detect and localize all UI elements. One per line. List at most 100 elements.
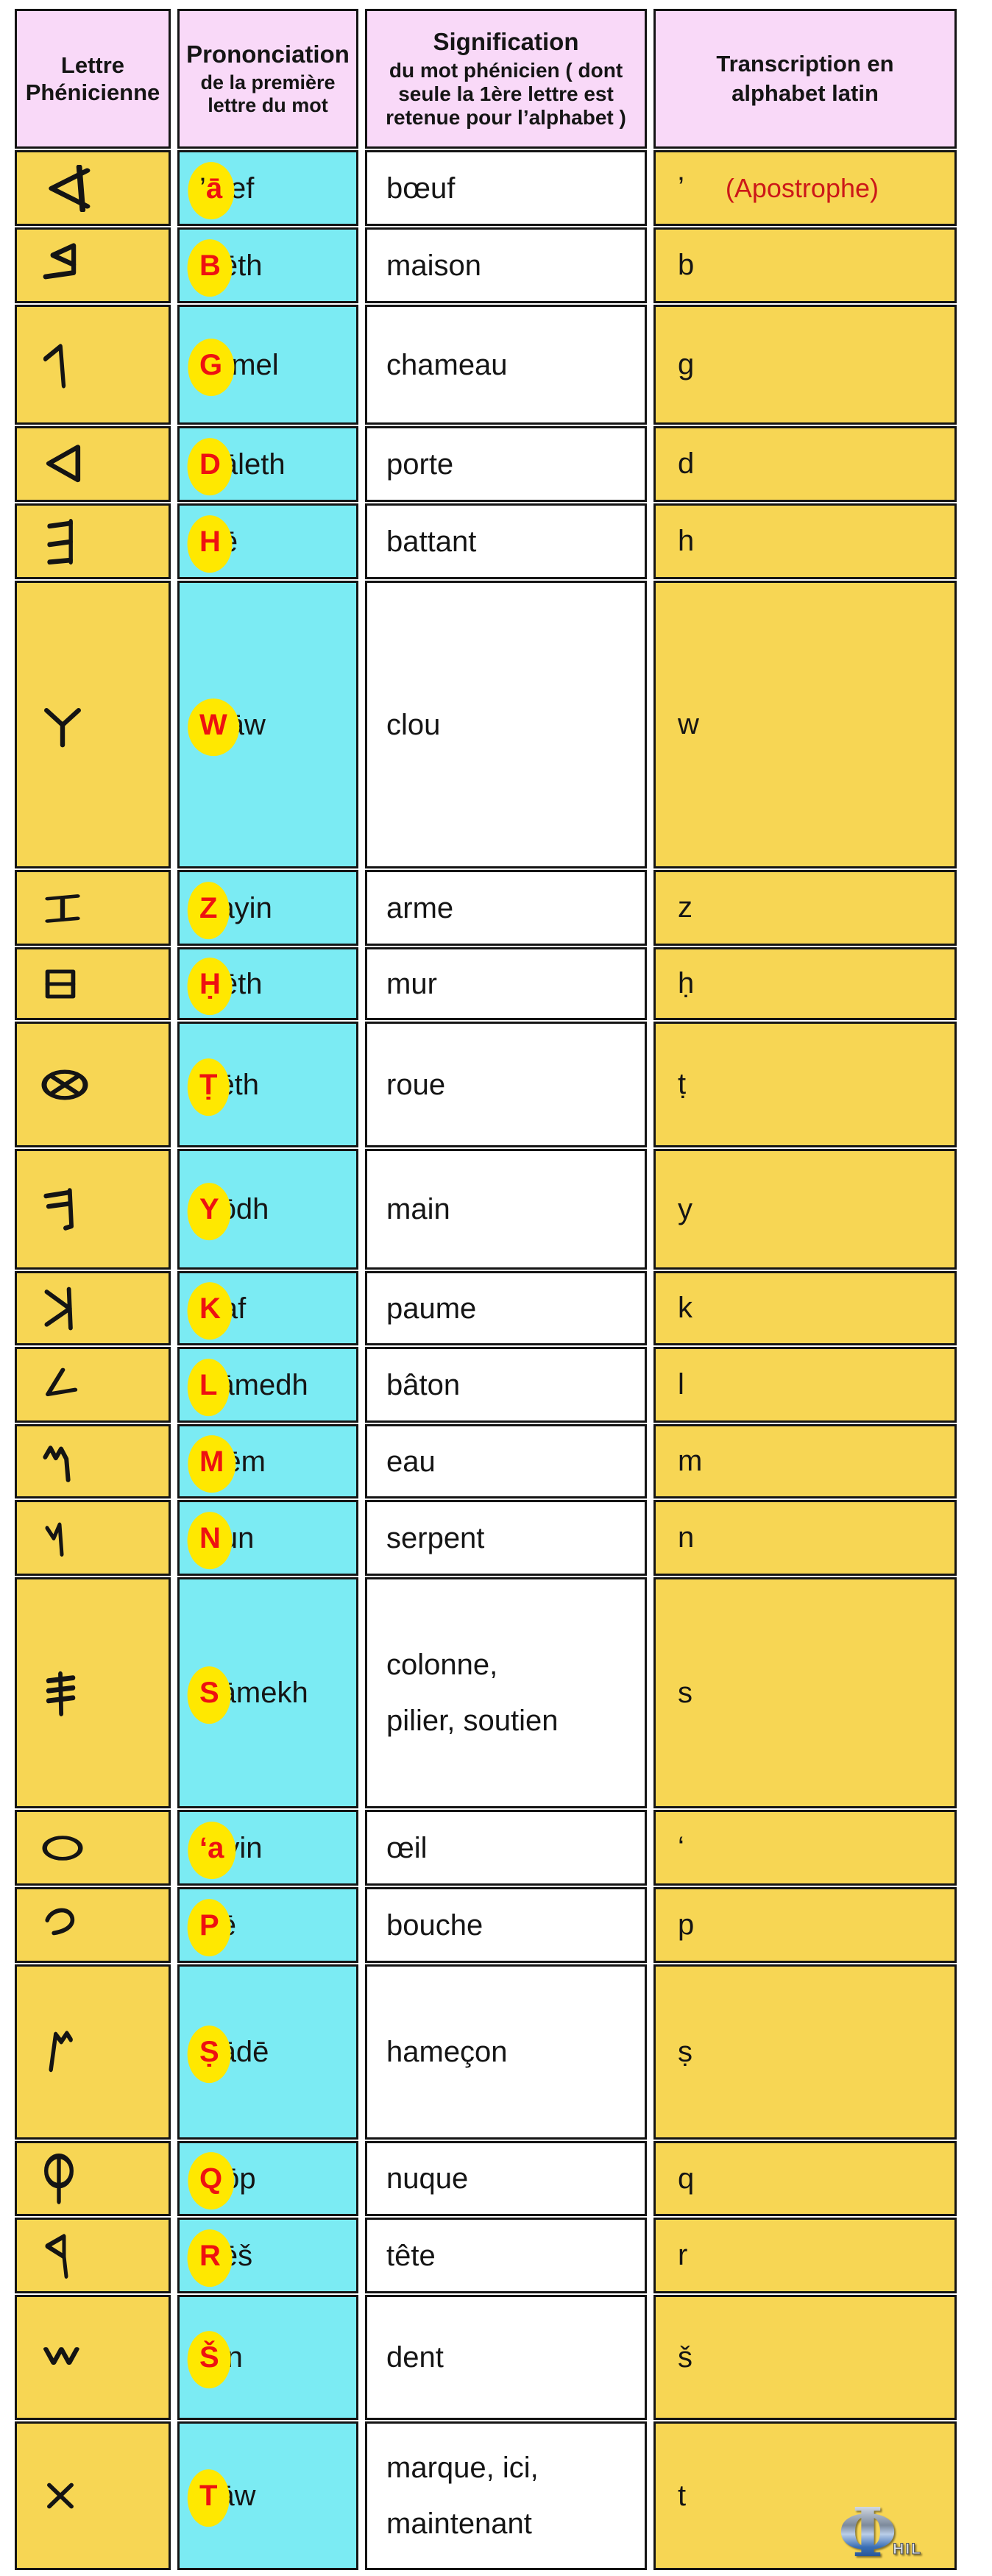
phoenician-daleth-glyph [46, 444, 81, 482]
phoenician-beth-glyph [43, 242, 77, 279]
table-row: Ḥēth mur ḥ [15, 947, 957, 1020]
phi-watermark-logo: Φ HIL [838, 2492, 922, 2572]
pronunciation-initial: G [199, 348, 223, 381]
highlight-bubble: D [199, 447, 222, 482]
meaning-text: bœuf [386, 171, 456, 205]
pronunciation-cell: Zayin [177, 870, 358, 946]
table-row: Sāmekh colonne, pilier, soutien s [15, 1577, 957, 1808]
transcription-cell: ṣ [653, 1964, 957, 2140]
pronunciation-cell: Rēš [177, 2218, 358, 2293]
highlight-bubble: L [199, 1367, 218, 1403]
meaning-cell: serpent [365, 1500, 647, 1576]
phoenician-teth-glyph [41, 1069, 88, 1100]
latin-transcription: y [678, 1192, 692, 1225]
pronunciation-initial: R [199, 2239, 221, 2272]
phoenician-resh-glyph [45, 2233, 68, 2279]
phoenician-letter-cell [15, 1577, 171, 1808]
meaning-cell: mur [365, 947, 647, 1020]
phoenician-mem-glyph [43, 1445, 71, 1482]
latin-transcription: ṭ [678, 1068, 687, 1100]
phoenician-letter-cell [15, 503, 171, 579]
pronunciation-cell: Hē [177, 503, 358, 579]
phoenician-nun-glyph [45, 1522, 64, 1557]
pronunciation-cell: Lāmedh [177, 1347, 358, 1423]
phoenician-letter-cell [15, 2421, 171, 2570]
highlight-bubble: S [199, 1675, 220, 1710]
phoenician-samekh-glyph [46, 1671, 76, 1716]
pronunciation-cell: Qōp [177, 2141, 358, 2216]
meaning-cell: main [365, 1149, 647, 1270]
highlight-bubble: W [199, 707, 228, 743]
pronunciation-cell: Kaf [177, 1271, 358, 1345]
phoenician-pe-glyph [45, 1908, 75, 1935]
phoenician-letter-cell [15, 1887, 171, 1963]
phoenician-he-glyph [47, 518, 73, 565]
meaning-cell: œil [365, 1810, 647, 1886]
meaning-cell: eau [365, 1424, 647, 1498]
pronunciation-cell: Ḥēth [177, 947, 358, 1020]
meaning-cell: hameçon [365, 1964, 647, 2140]
meaning-cell: tête [365, 2218, 647, 2293]
transcription-cell: š [653, 2295, 957, 2420]
table-row: Gīmel chameau g [15, 305, 957, 425]
table-row: Zayin arme z [15, 870, 957, 946]
header-pronunciation-title: Prononciation [186, 40, 350, 68]
latin-transcription: l [678, 1368, 684, 1401]
pronunciation-initial: B [199, 249, 221, 282]
pronunciation-initial: ā [205, 171, 223, 205]
table-row: Pē bouche p [15, 1887, 957, 1963]
latin-transcription: ṣ [678, 2035, 692, 2068]
highlight-bubble: ’ā [199, 171, 223, 206]
pronunciation-initial: Ṣ [199, 2036, 219, 2068]
table-row: Dāleth porte d [15, 426, 957, 502]
transcription-cell: ’ (Apostrophe) [653, 150, 957, 226]
highlight-bubble: Ṭ [199, 1067, 218, 1103]
meaning-text: dent [386, 2341, 444, 2374]
phi-logo-glyph: Φ [838, 2492, 898, 2572]
highlight-bubble: K [199, 1291, 222, 1326]
header-phoenician-letter: Lettre Phénicienne [15, 9, 171, 149]
pronunciation-cell: Šin [177, 2295, 358, 2420]
table-row: Hē battant h [15, 503, 957, 579]
phoenician-letter-cell [15, 1500, 171, 1576]
header-pronunciation-subtitle: de la première lettre du mot [200, 71, 336, 116]
meaning-text: bouche [386, 1908, 483, 1942]
meaning-cell: chameau [365, 305, 647, 425]
transcription-cell: t Φ HIL [653, 2421, 957, 2570]
pronunciation-cell: Ṭēth [177, 1022, 358, 1147]
pronunciation-rest: āmekh [219, 1677, 308, 1709]
meaning-text: main [386, 1193, 450, 1225]
latin-transcription: w [678, 708, 699, 740]
phoenician-qop-glyph [44, 2153, 74, 2204]
header-meaning: Signification du mot phénicien ( dont se… [365, 9, 647, 149]
pronunciation-cell: ’ālef [177, 150, 358, 226]
meaning-text: chameau [386, 348, 508, 381]
transcription-cell: l [653, 1347, 957, 1423]
table-row: Ṣādē hameçon ṣ [15, 1964, 957, 2140]
phoenician-heth-glyph [45, 969, 76, 998]
meaning-text: bâton [386, 1368, 461, 1401]
highlight-bubble: Š [199, 2340, 220, 2375]
pronunciation-initial: D [199, 447, 221, 481]
highlight-bubble: T [199, 2478, 218, 2513]
meaning-cell: marque, ici, maintenant [365, 2421, 647, 2570]
table-row: Rēš tête r [15, 2218, 957, 2293]
table-row: Yōdh main y [15, 1149, 957, 1270]
latin-transcription: ‘ [678, 1831, 684, 1864]
phoenician-letter-cell [15, 426, 171, 502]
meaning-cell: clou [365, 581, 647, 868]
latin-transcription: n [678, 1521, 695, 1554]
pronunciation-rest: āmedh [218, 1368, 308, 1401]
phoenician-letter-cell [15, 1424, 171, 1498]
header-row: Lettre Phénicienne Prononciation de la p… [15, 9, 957, 149]
pronunciation-cell: Nun [177, 1500, 358, 1576]
phoenician-letter-cell [15, 581, 171, 868]
pronunciation-cell: Pē [177, 1887, 358, 1963]
transcription-cell: ṭ [653, 1022, 957, 1147]
pronunciation-initial: Ṭ [199, 1068, 218, 1101]
table-row: Lāmedh bâton l [15, 1347, 957, 1423]
table-row: Qōp nuque q [15, 2141, 957, 2216]
highlight-bubble: N [199, 1521, 222, 1556]
highlight-bubble: Ṣ [199, 2034, 220, 2070]
transcription-cell: ḥ [653, 947, 957, 1020]
